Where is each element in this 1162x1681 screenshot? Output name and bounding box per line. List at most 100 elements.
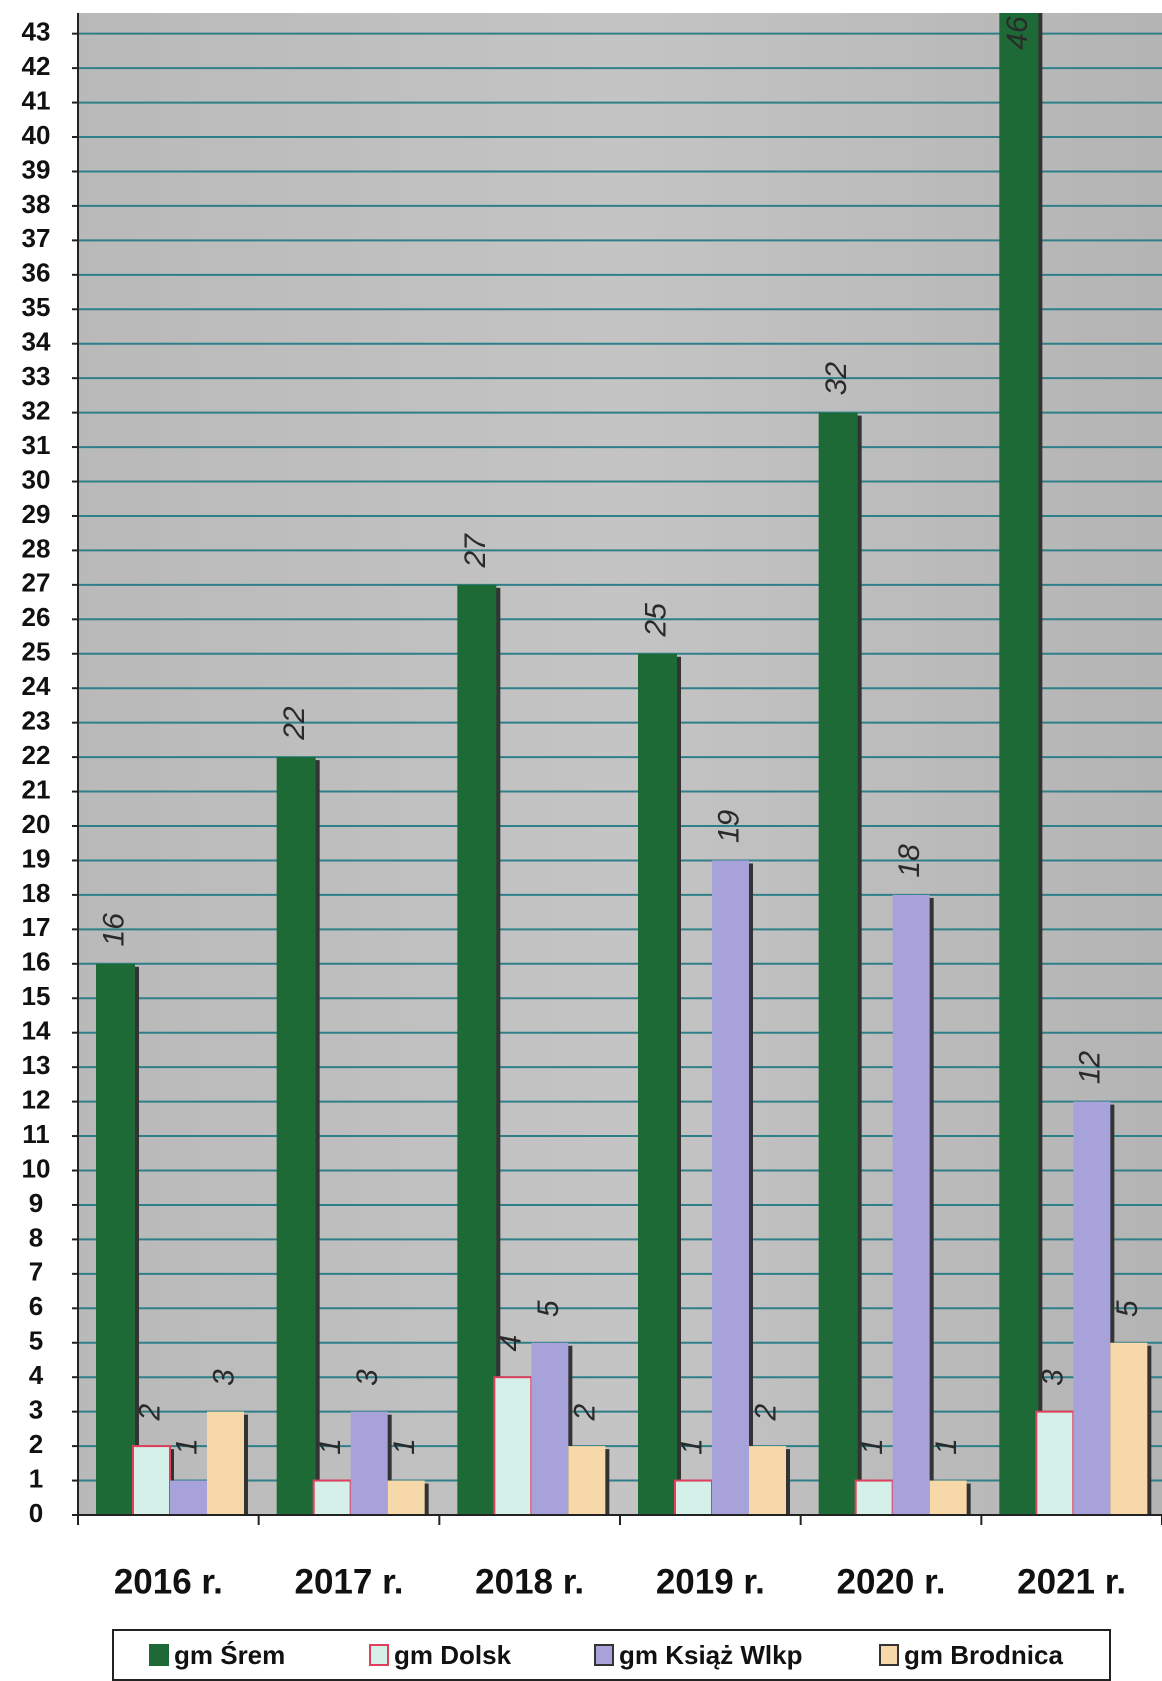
bar: [1073, 1101, 1111, 1515]
bar: [276, 757, 316, 1515]
bar: [531, 1342, 569, 1515]
y-tick-label: 32: [22, 395, 51, 425]
y-tick-label: 24: [22, 671, 51, 701]
y-tick-label: 8: [29, 1222, 43, 1252]
value-label: 3: [1037, 1369, 1070, 1386]
y-tick-label: 36: [22, 258, 51, 288]
value-label: 2: [133, 1403, 166, 1421]
y-tick-label: 38: [22, 189, 51, 219]
bar: [818, 412, 858, 1515]
value-label: 12: [1074, 1051, 1107, 1085]
value-label: 3: [351, 1369, 384, 1386]
value-label: 3: [207, 1369, 240, 1386]
x-tick-label: 2017 r.: [295, 1562, 404, 1601]
y-tick-label: 27: [22, 568, 51, 598]
bar: [387, 1480, 425, 1515]
legend-label: gm Dolsk: [394, 1640, 512, 1670]
y-tick-label: 3: [29, 1395, 43, 1425]
legend-swatch: [369, 1644, 389, 1666]
legend-swatch: [149, 1644, 169, 1666]
value-label: 1: [930, 1438, 963, 1455]
bar: [312, 1479, 352, 1515]
value-label: 1: [170, 1438, 203, 1455]
y-tick-label: 15: [22, 981, 51, 1011]
plot: [78, 13, 1162, 1515]
value-label: 27: [459, 533, 492, 569]
y-tick-label: 39: [22, 154, 51, 184]
bar: [999, 13, 1039, 1515]
y-tick-label: 22: [22, 740, 51, 770]
y-tick-label: 31: [22, 430, 51, 460]
bar: [929, 1480, 967, 1515]
bar: [132, 1445, 171, 1515]
value-label: 2: [569, 1403, 602, 1421]
y-tick-label: 37: [22, 223, 51, 253]
x-tick-label: 2020 r.: [837, 1562, 946, 1601]
y-tick-label: 41: [22, 85, 51, 115]
y-tick-label: 17: [22, 912, 51, 942]
value-label: 1: [856, 1438, 889, 1455]
y-tick-label: 26: [22, 602, 51, 632]
legend-label: gm Książ Wlkp: [619, 1640, 802, 1670]
legend-swatch: [879, 1644, 899, 1666]
y-tick-label: 30: [22, 464, 51, 494]
y-tick-label: 34: [22, 327, 51, 357]
value-label: 25: [639, 603, 672, 638]
bar: [1110, 1342, 1148, 1515]
y-tick-label: 16: [22, 947, 51, 977]
bar: [96, 963, 135, 1515]
y-tick-label: 9: [29, 1188, 43, 1218]
bar: [457, 584, 497, 1515]
y-tick-label: 23: [22, 706, 51, 736]
value-label: 32: [820, 362, 853, 396]
bar: [674, 1479, 713, 1515]
x-tick-label: 2016 r.: [114, 1562, 223, 1601]
y-tick-label: 1: [29, 1463, 43, 1493]
y-tick-label: 11: [22, 1119, 50, 1149]
y-tick-label: 20: [22, 809, 51, 839]
y-tick-label: 6: [29, 1291, 43, 1321]
y-tick-label: 5: [29, 1326, 43, 1356]
y-tick-label: 19: [22, 843, 51, 873]
x-tick-label: 2021 r.: [1017, 1562, 1126, 1601]
y-tick-label: 35: [22, 292, 51, 322]
bar: [854, 1479, 894, 1515]
y-tick-label: 43: [22, 17, 51, 47]
value-label: 22: [278, 706, 311, 741]
x-tick-label: 2019 r.: [656, 1562, 765, 1601]
bar: [568, 1446, 606, 1515]
y-tick-label: 14: [22, 1016, 51, 1046]
y-tick-label: 12: [22, 1084, 51, 1114]
value-label: 1: [388, 1438, 421, 1455]
bar: [207, 1411, 244, 1515]
y-tick-label: 29: [22, 499, 51, 529]
bar: [1035, 1410, 1075, 1515]
y-tick-label: 7: [29, 1257, 43, 1287]
legend-swatch: [594, 1644, 614, 1666]
y-tick-label: 0: [29, 1498, 43, 1528]
bar: [892, 894, 930, 1515]
value-label: 4: [495, 1335, 528, 1352]
value-label: 2: [749, 1403, 782, 1421]
y-tick-label: 28: [22, 533, 51, 563]
y-tick-label: 40: [22, 120, 51, 150]
value-label: 18: [893, 844, 926, 878]
bar: [712, 860, 749, 1515]
bar: [350, 1411, 388, 1515]
y-tick-label: 2: [29, 1429, 43, 1459]
value-label: 46: [1001, 16, 1034, 50]
plot-area: [78, 13, 1162, 1515]
value-label: 16: [97, 913, 130, 947]
legend-label: gm Brodnica: [904, 1640, 1063, 1670]
y-tick-label: 10: [22, 1153, 51, 1183]
bar: [638, 653, 677, 1515]
value-label: 5: [532, 1300, 565, 1317]
y-tick-label: 18: [22, 878, 51, 908]
y-tick-label: 25: [22, 637, 51, 667]
bar: [493, 1376, 533, 1515]
y-tick-label: 13: [22, 1050, 51, 1080]
value-label: 5: [1111, 1300, 1144, 1317]
y-tick-label: 4: [29, 1360, 44, 1390]
value-label: 1: [675, 1438, 708, 1455]
